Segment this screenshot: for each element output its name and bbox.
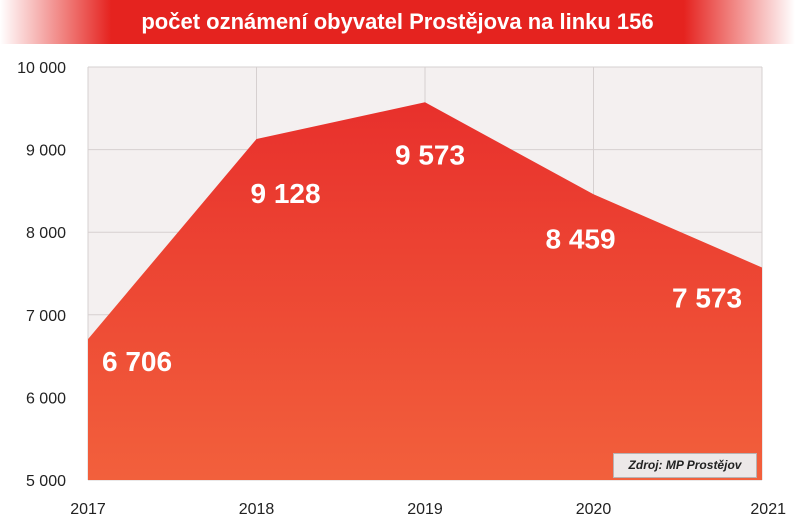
chart-title: počet oznámení obyvatel Prostějova na li… [141, 9, 654, 34]
y-tick-label: 6 000 [26, 390, 66, 407]
data-labels: 6 706 9 128 9 573 8 459 7 573 [102, 139, 742, 377]
x-tick-label: 2020 [576, 501, 612, 518]
y-tick-label: 7 000 [26, 308, 66, 325]
x-tick-label: 2018 [239, 501, 275, 518]
data-label-2021: 7 573 [672, 282, 742, 313]
x-tick-label: 2021 [750, 501, 786, 518]
data-label-2019: 9 573 [395, 139, 465, 170]
y-tick-label: 9 000 [26, 143, 66, 160]
y-tick-label: 10 000 [17, 60, 66, 77]
y-tick-label: 8 000 [26, 225, 66, 242]
data-label-2018: 9 128 [251, 178, 321, 209]
data-label-2020: 8 459 [546, 223, 616, 254]
axis-ticks: 5 000 6 000 7 000 8 000 9 000 10 000 2017 2018 2… [17, 60, 786, 518]
y-tick-label: 5 000 [26, 473, 66, 490]
source-label: Zdroj: MP Prostějov [628, 458, 742, 472]
data-label-2017: 6 706 [102, 346, 172, 377]
x-tick-label: 2019 [407, 501, 443, 518]
x-tick-label: 2017 [70, 501, 106, 518]
source-box: Zdroj: MP Prostějov [613, 453, 757, 478]
area-series [88, 102, 762, 480]
title-bar [0, 0, 795, 44]
